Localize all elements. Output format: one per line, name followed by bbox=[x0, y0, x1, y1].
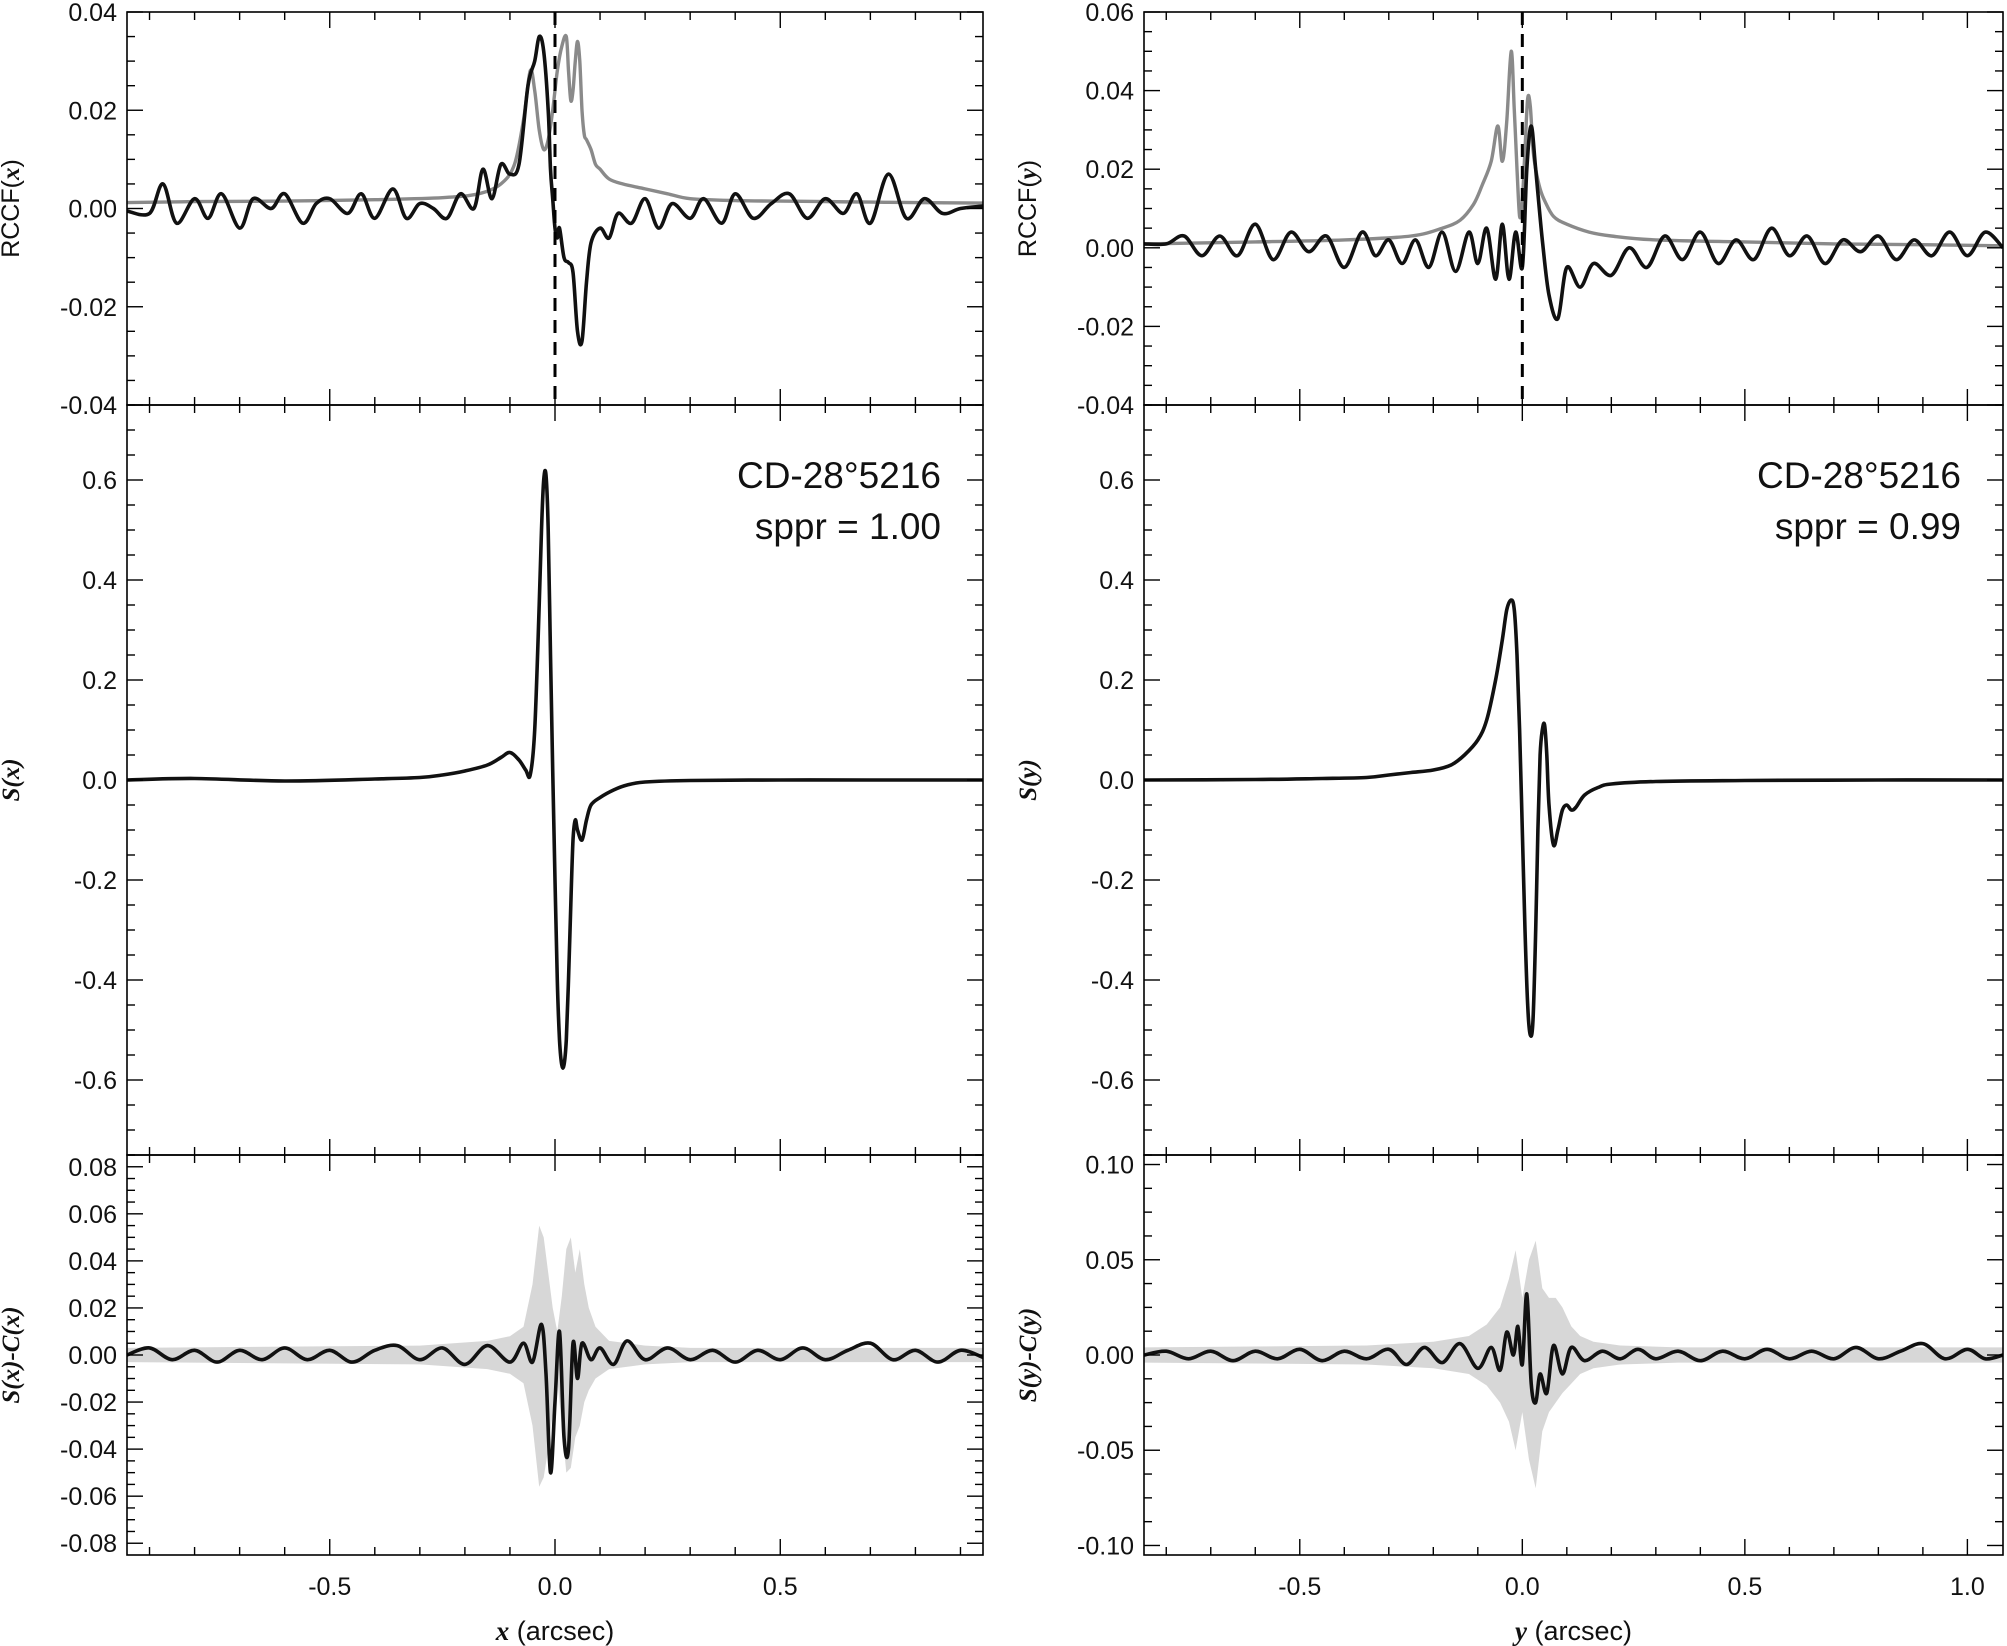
y-tick-label: 0.0 bbox=[1099, 767, 1134, 795]
sppr-label: sppr = 0.99 bbox=[1775, 506, 1961, 547]
star-name-label: CD-28°5216 bbox=[737, 455, 941, 496]
y-tick-label: -0.04 bbox=[60, 1436, 117, 1464]
y-tick-label: 0.05 bbox=[1085, 1247, 1134, 1275]
series-line-black bbox=[127, 34, 983, 347]
y-tick-label: -0.2 bbox=[74, 867, 117, 895]
y-tick-label: -0.6 bbox=[74, 1067, 117, 1095]
panel-resid_y: -0.10 -0.05 0.00 0.05 0.10 -0.5 0.0 0.5 1.0 S(y)-… bbox=[1015, 1152, 2004, 1646]
panel-rccf_x: -0.04 -0.02 0.00 0.02 0.04 RCCF(x) bbox=[0, 0, 984, 420]
y-tick-label: 0.2 bbox=[1099, 667, 1134, 695]
x-axis-label: y (arcsec) bbox=[1512, 1616, 1632, 1646]
y-tick-label: 0.00 bbox=[68, 1342, 117, 1370]
y-axis-label: RCCF(x) bbox=[0, 159, 25, 258]
y-axis-label: S(y)-C(y) bbox=[1015, 1308, 1042, 1402]
star-name-label: CD-28°5216 bbox=[1757, 455, 1961, 496]
panel-s_y: -0.6 -0.4 -0.2 0.0 0.2 0.4 0.6 S(y) CD-28°5216 sp… bbox=[1015, 404, 2004, 1156]
y-tick-label: -0.4 bbox=[74, 967, 117, 995]
x-tick-label: 0.0 bbox=[1505, 1573, 1540, 1601]
plot-area bbox=[1144, 1240, 2003, 1489]
panel-rccf_y: -0.04 -0.02 0.00 0.02 0.04 0.06 RCCF(y) bbox=[1014, 0, 2004, 420]
plot-area bbox=[127, 33, 983, 347]
y-tick-label: -0.02 bbox=[60, 294, 117, 322]
y-tick-label: -0.04 bbox=[1077, 392, 1134, 420]
panel-resid_x: -0.08 -0.06 -0.04 -0.02 0.00 0.02 0.04 0.06 0.08… bbox=[0, 1154, 984, 1646]
y-tick-label: 0.08 bbox=[68, 1154, 117, 1182]
x-tick-label: 0.5 bbox=[1727, 1573, 1762, 1601]
y-tick-label: -0.10 bbox=[1077, 1532, 1134, 1560]
y-axis-label: S(x)-C(x) bbox=[0, 1306, 25, 1403]
y-tick-label: 0.0 bbox=[82, 767, 117, 795]
sppr-label: sppr = 1.00 bbox=[755, 506, 941, 547]
x-tick-label: 1.0 bbox=[1950, 1573, 1985, 1601]
y-tick-label: 0.06 bbox=[1085, 0, 1134, 27]
y-tick-label: 0.00 bbox=[1085, 1342, 1134, 1370]
series-line-black bbox=[127, 1322, 983, 1475]
panel-s_x: -0.6 -0.4 -0.2 0.0 0.2 0.4 0.6 S(x) CD-28°5216 sp… bbox=[0, 404, 984, 1156]
series-line-gray bbox=[127, 33, 983, 205]
y-axis-label: RCCF(y) bbox=[1014, 160, 1042, 257]
y-tick-label: 0.02 bbox=[68, 1295, 117, 1323]
y-tick-label: -0.06 bbox=[60, 1483, 117, 1511]
y-tick-label: -0.02 bbox=[60, 1389, 117, 1417]
y-tick-label: -0.08 bbox=[60, 1530, 117, 1558]
y-tick-label: 0.2 bbox=[82, 667, 117, 695]
x-axis-label: x (arcsec) bbox=[495, 1616, 615, 1646]
y-axis-label: S(x) bbox=[0, 758, 25, 801]
axes-frame bbox=[1143, 11, 2004, 406]
y-tick-label: 0.02 bbox=[1085, 156, 1134, 184]
uncertainty-band bbox=[127, 1225, 983, 1487]
plot-area bbox=[127, 1225, 983, 1487]
x-tick-label: 0.5 bbox=[763, 1573, 798, 1601]
y-tick-label: 0.06 bbox=[68, 1201, 117, 1229]
plot-area bbox=[127, 468, 983, 1070]
y-tick-label: -0.2 bbox=[1091, 867, 1134, 895]
y-tick-label: 0.02 bbox=[68, 97, 117, 125]
series-line-black bbox=[1144, 124, 2003, 322]
plot-area bbox=[1144, 598, 2003, 1038]
y-tick-label: -0.6 bbox=[1091, 1067, 1134, 1095]
series-line-black bbox=[127, 468, 983, 1070]
y-tick-label: 0.6 bbox=[1099, 467, 1134, 495]
y-tick-label: -0.4 bbox=[1091, 967, 1134, 995]
y-axis-label: S(y) bbox=[1015, 759, 1042, 801]
series-line-gray bbox=[1144, 49, 2003, 248]
x-tick-label: -0.5 bbox=[308, 1573, 351, 1601]
y-tick-label: 0.04 bbox=[1085, 78, 1134, 106]
y-tick-label: 0.00 bbox=[68, 196, 117, 224]
series-line-black bbox=[1144, 1292, 2003, 1405]
y-tick-label: 0.4 bbox=[82, 567, 117, 595]
y-tick-label: 0.10 bbox=[1085, 1152, 1134, 1180]
plot-area bbox=[1144, 49, 2003, 322]
x-tick-label: 0.0 bbox=[538, 1573, 573, 1601]
y-tick-label: 0.00 bbox=[1085, 235, 1134, 263]
y-tick-label: -0.02 bbox=[1077, 313, 1134, 341]
y-tick-label: -0.04 bbox=[60, 392, 117, 420]
x-tick-label: -0.5 bbox=[1278, 1573, 1321, 1601]
y-tick-label: 0.6 bbox=[82, 467, 117, 495]
y-tick-label: 0.04 bbox=[68, 0, 117, 27]
y-tick-label: -0.05 bbox=[1077, 1437, 1134, 1465]
y-tick-label: 0.4 bbox=[1099, 567, 1134, 595]
y-tick-label: 0.04 bbox=[68, 1248, 117, 1276]
uncertainty-band bbox=[1144, 1240, 2003, 1489]
series-line-black bbox=[1144, 598, 2003, 1038]
